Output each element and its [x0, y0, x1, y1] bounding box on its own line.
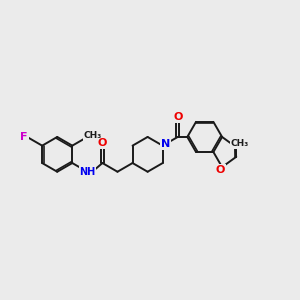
Text: O: O: [98, 138, 107, 148]
Text: CH₃: CH₃: [83, 131, 102, 140]
Text: O: O: [216, 165, 225, 175]
Text: O: O: [173, 112, 182, 122]
Text: NH: NH: [79, 167, 95, 177]
Text: CH₃: CH₃: [231, 140, 249, 148]
Text: F: F: [20, 132, 28, 142]
Text: N: N: [161, 139, 170, 149]
